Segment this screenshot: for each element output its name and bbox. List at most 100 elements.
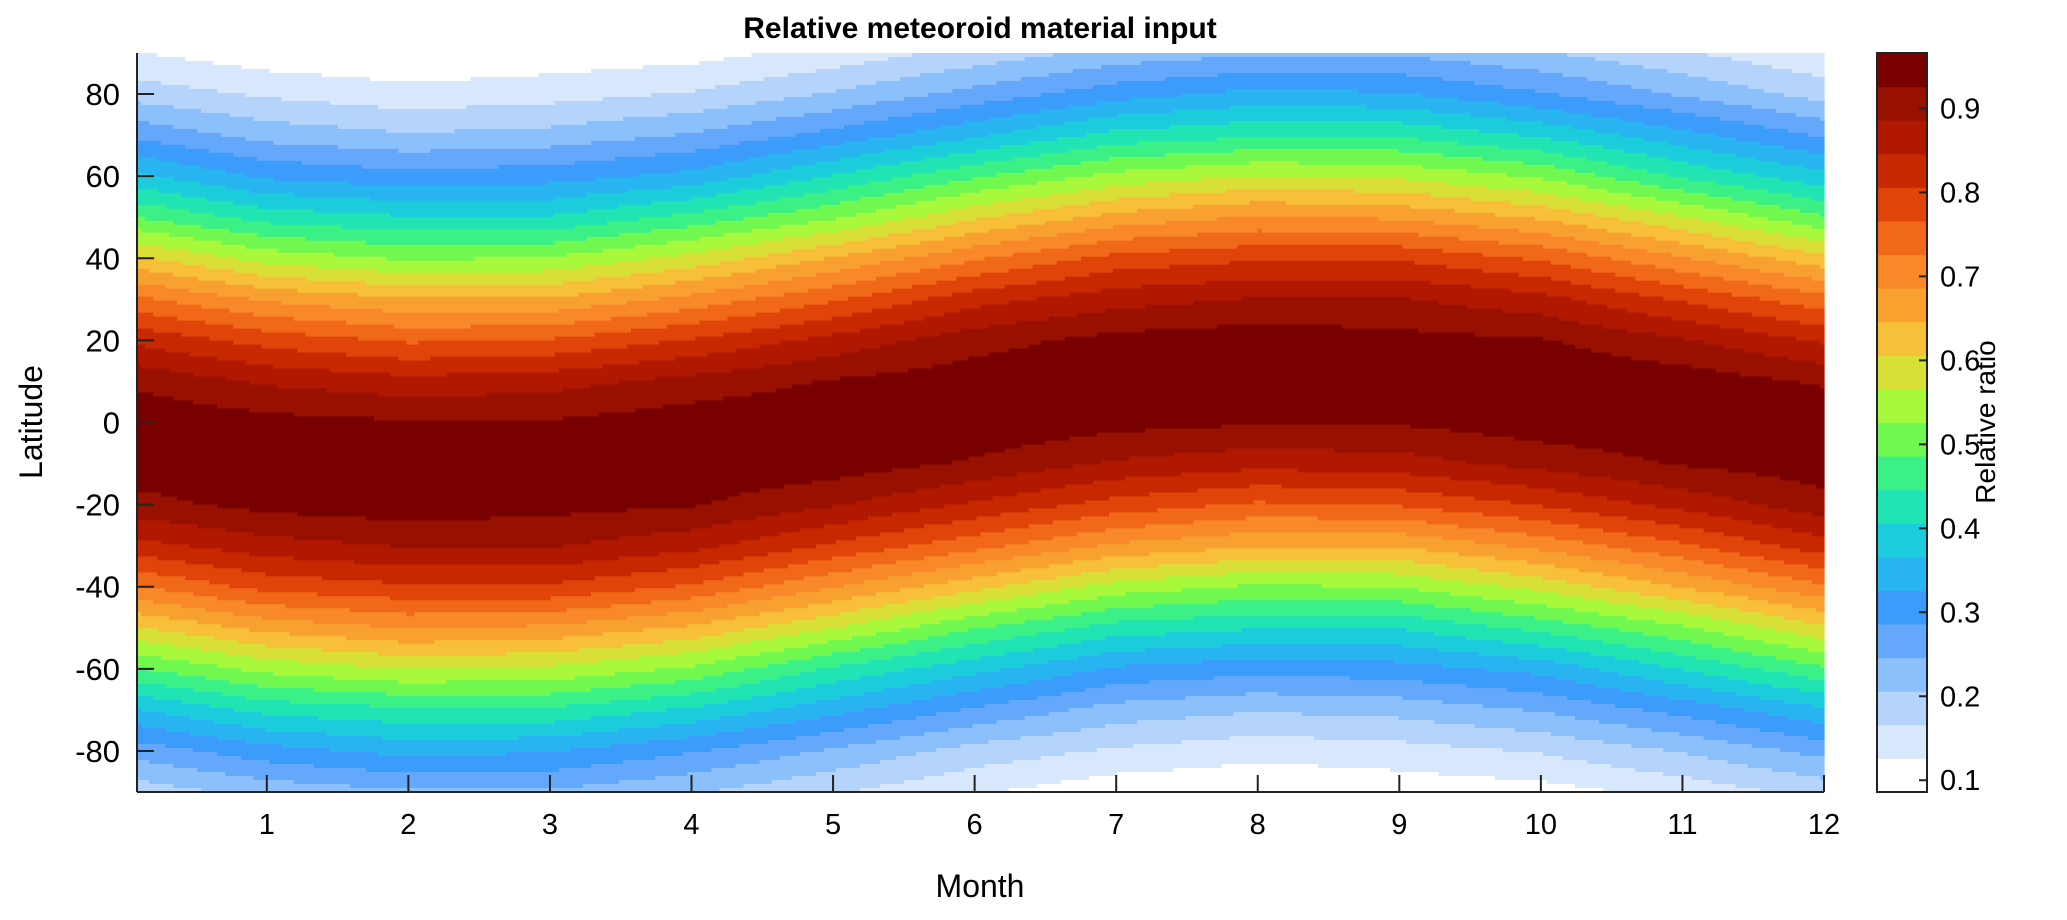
colorbar-swatch xyxy=(1877,187,1927,222)
heatmap-cell xyxy=(1643,120,1745,126)
heatmap-cell xyxy=(1418,232,1552,238)
heatmap-cell xyxy=(349,784,584,789)
heatmap-cell xyxy=(1478,652,1592,657)
heatmap-cell xyxy=(703,580,785,585)
heatmap-cell xyxy=(1474,496,1608,501)
heatmap-cell xyxy=(1731,236,1809,242)
heatmap-cell xyxy=(1422,164,1556,170)
heatmap-cell xyxy=(1052,616,1194,621)
heatmap-cell xyxy=(137,76,371,82)
heatmap-cell xyxy=(711,748,825,753)
heatmap-cell xyxy=(193,592,319,597)
heatmap-cell xyxy=(904,188,982,194)
heatmap-cell xyxy=(936,196,1022,202)
heatmap-cell xyxy=(137,348,166,354)
heatmap-cell xyxy=(707,352,841,358)
heatmap-cell xyxy=(747,712,845,717)
heatmap-cell xyxy=(1096,748,1504,753)
heatmap-cell xyxy=(137,172,150,178)
heatmap-cell xyxy=(1546,292,1640,298)
heatmap-cell xyxy=(1570,208,1652,214)
heatmap-cell xyxy=(1165,152,1444,158)
heatmap-cell xyxy=(1028,508,1158,513)
heatmap-cell xyxy=(610,700,729,705)
x-tick-label: 2 xyxy=(400,809,416,841)
heatmap-cell xyxy=(137,636,214,641)
heatmap-cell xyxy=(1040,552,1150,557)
heatmap-cell xyxy=(1052,732,1552,737)
heatmap-cell xyxy=(759,760,881,765)
heatmap-cell xyxy=(1687,144,1785,150)
heatmap-cell xyxy=(892,616,966,621)
heatmap-cell xyxy=(1008,348,1592,354)
heatmap-cell xyxy=(506,652,680,657)
heatmap-cell xyxy=(594,276,704,282)
colorbar-frame xyxy=(1876,52,1928,793)
heatmap-cell xyxy=(137,360,247,366)
heatmap-cell xyxy=(257,272,632,278)
heatmap-cell xyxy=(1201,56,1431,62)
heatmap-cell xyxy=(1703,736,1809,741)
heatmap-cell xyxy=(137,440,1046,446)
heatmap-cell xyxy=(1277,692,1544,697)
heatmap-cell xyxy=(1727,248,1805,254)
heatmap-cell xyxy=(1799,688,1825,693)
heatmap-cell xyxy=(1105,724,1476,729)
heatmap-cell xyxy=(137,296,154,302)
heatmap-cell xyxy=(763,568,853,573)
heatmap-cell xyxy=(884,148,978,154)
heatmap-cell xyxy=(1711,616,1785,621)
heatmap-cell xyxy=(1024,664,1126,669)
heatmap-cell xyxy=(691,196,781,202)
heatmap-cell xyxy=(1771,524,1825,529)
heatmap-cell xyxy=(952,460,1102,466)
heatmap-cell xyxy=(996,720,1138,725)
heatmap-cell xyxy=(928,252,1014,258)
heatmap-cell xyxy=(1719,220,1793,226)
heatmap-cell xyxy=(137,584,230,589)
heatmap-cell xyxy=(1149,552,1460,557)
heatmap-cell xyxy=(1779,204,1825,210)
heatmap-cell xyxy=(1807,736,1825,741)
heatmap-cell xyxy=(663,640,753,645)
heatmap-cell xyxy=(940,124,1038,130)
heatmap-cell xyxy=(827,572,913,577)
heatmap-cell xyxy=(353,664,556,669)
heatmap-cell xyxy=(851,596,933,601)
heatmap-cell xyxy=(1442,248,1568,254)
heatmap-cell xyxy=(137,768,198,773)
heatmap-cell xyxy=(1631,260,1717,266)
heatmap-cell xyxy=(1261,228,1520,234)
heatmap-cell xyxy=(454,128,704,134)
heatmap-cell xyxy=(743,668,817,673)
heatmap-cell xyxy=(912,112,1014,118)
heatmap-cell xyxy=(1080,612,1504,617)
heatmap-cell xyxy=(1743,536,1825,541)
heatmap-cell xyxy=(1040,488,1198,493)
heatmap-cell xyxy=(739,684,817,689)
heatmap-cell xyxy=(1627,204,1705,210)
heatmap-cell xyxy=(835,216,905,222)
heatmap-cell xyxy=(177,300,283,306)
heatmap-cell xyxy=(1145,648,1439,653)
heatmap-cell xyxy=(1687,228,1765,234)
heatmap-cell xyxy=(647,312,757,318)
heatmap-cell xyxy=(1012,760,1588,765)
heatmap-cell xyxy=(165,744,283,749)
heatmap-cell xyxy=(952,248,1042,254)
colorbar-swatch xyxy=(1877,254,1927,289)
heatmap-cell xyxy=(855,84,974,90)
heatmap-cell xyxy=(1815,608,1825,613)
heatmap-cell xyxy=(137,140,162,146)
heatmap-cell xyxy=(819,732,925,737)
heatmap-cell xyxy=(1591,584,1672,589)
heatmap-cell xyxy=(940,484,1066,490)
heatmap-cell xyxy=(1446,180,1568,186)
heatmap-cell xyxy=(1731,580,1813,585)
heatmap-cell xyxy=(936,108,1042,114)
heatmap-cell xyxy=(1763,124,1825,130)
heatmap-cell xyxy=(221,624,371,629)
heatmap-cell xyxy=(1747,596,1825,601)
heatmap-cell xyxy=(1036,632,1166,637)
heatmap-cell xyxy=(137,756,243,761)
